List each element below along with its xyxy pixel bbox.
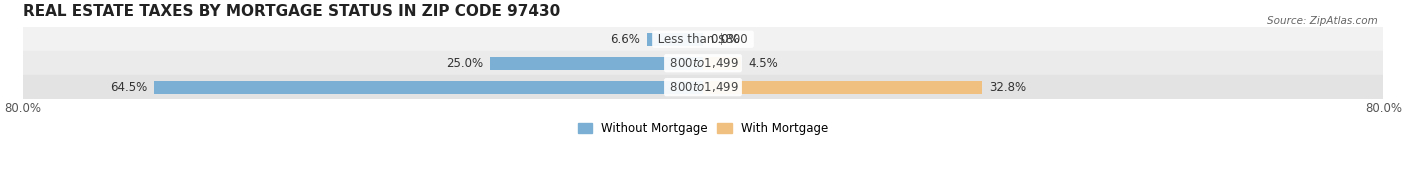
Text: 4.5%: 4.5% <box>748 57 778 70</box>
Text: 32.8%: 32.8% <box>988 81 1026 94</box>
Legend: Without Mortgage, With Mortgage: Without Mortgage, With Mortgage <box>574 118 832 140</box>
Text: $800 to $1,499: $800 to $1,499 <box>666 80 740 94</box>
Bar <box>22 27 1384 51</box>
Text: REAL ESTATE TAXES BY MORTGAGE STATUS IN ZIP CODE 97430: REAL ESTATE TAXES BY MORTGAGE STATUS IN … <box>22 4 560 19</box>
Bar <box>155 81 703 94</box>
Text: $800 to $1,499: $800 to $1,499 <box>666 56 740 70</box>
Bar <box>22 51 1384 75</box>
Bar <box>703 81 981 94</box>
Text: 25.0%: 25.0% <box>447 57 484 70</box>
Text: 6.6%: 6.6% <box>610 33 640 46</box>
Text: 0.0%: 0.0% <box>710 33 740 46</box>
Text: Source: ZipAtlas.com: Source: ZipAtlas.com <box>1267 16 1378 26</box>
Text: 64.5%: 64.5% <box>111 81 148 94</box>
Text: Less than $800: Less than $800 <box>654 33 752 46</box>
Bar <box>647 33 703 46</box>
Bar <box>22 75 1384 99</box>
Bar <box>703 57 741 70</box>
Bar <box>491 57 703 70</box>
